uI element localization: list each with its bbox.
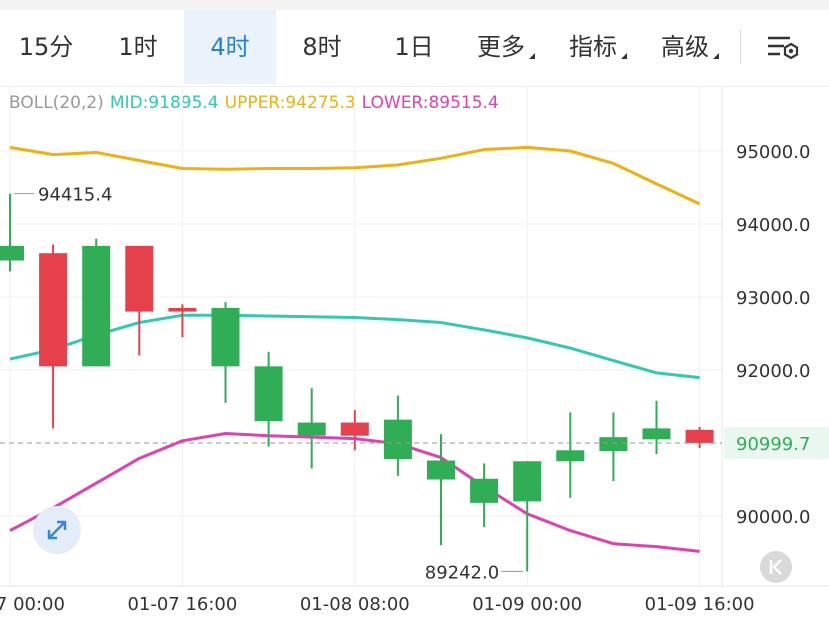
candle-body	[125, 245, 154, 312]
tab-0[interactable]: 15分	[0, 10, 92, 84]
dropdown-caret-icon	[529, 53, 535, 59]
low-annotation-label: 89242.0	[425, 562, 499, 583]
tab-7[interactable]: 高级	[644, 10, 736, 84]
candle-body	[211, 307, 240, 367]
current-price-badge	[724, 427, 829, 460]
toolbar-divider	[740, 30, 741, 64]
tab-label: 8时	[302, 33, 342, 61]
x-tick-label: 01-07 16:00	[127, 594, 237, 615]
candle-body	[599, 437, 628, 452]
tab-label: 更多	[477, 33, 525, 61]
boll-mid-value: MID:91895.4	[109, 93, 219, 113]
candle-body	[39, 253, 68, 367]
candle-body	[254, 366, 283, 422]
x-tick-label: 01-08 08:00	[300, 594, 410, 615]
tab-4[interactable]: 1日	[368, 10, 460, 84]
candle-body	[340, 422, 369, 436]
y-tick-label: 90000.0	[736, 507, 810, 528]
candle-body	[0, 245, 24, 261]
candle-body	[513, 461, 542, 502]
boll-lower-value: LOWER:89515.4	[361, 93, 499, 113]
tab-1[interactable]: 1时	[92, 10, 184, 84]
candle-body	[383, 419, 412, 460]
chart-settings-icon[interactable]	[762, 30, 802, 64]
expand-diagonal-icon[interactable]	[33, 506, 81, 554]
current-price-label: 90999.7	[736, 434, 810, 455]
tab-label: 1时	[118, 33, 158, 61]
tab-label: 高级	[661, 33, 709, 61]
candle-body	[297, 422, 326, 436]
boll-mid-line	[9, 313, 700, 380]
tab-label: 1日	[394, 33, 434, 61]
candle-body	[427, 460, 455, 480]
tab-label: 4时	[210, 33, 250, 61]
x-tick-label: 01-07 00:00	[0, 594, 65, 615]
boll-upper-value: UPPER:94275.3	[224, 93, 356, 113]
status-strip	[0, 0, 829, 10]
tab-label: 指标	[569, 33, 617, 61]
tab-6[interactable]: 指标	[552, 10, 644, 84]
x-tick-label: 01-09 00:00	[472, 594, 582, 615]
tab-label: 15分	[18, 33, 74, 61]
high-annotation-label: 94415.4	[38, 185, 112, 206]
y-tick-label: 95000.0	[736, 142, 810, 163]
y-tick-label: 93000.0	[736, 288, 810, 309]
timeframe-toolbar: 15分 1时 4时 8时 1日 更多 指标 高级	[0, 0, 829, 87]
candle-body	[168, 307, 197, 312]
tab-2[interactable]: 4时	[184, 10, 276, 84]
candle-body	[470, 478, 499, 503]
tab-5[interactable]: 更多	[460, 10, 552, 84]
candle-body	[556, 450, 585, 462]
y-tick-label: 94000.0	[736, 215, 810, 236]
candle-body	[82, 245, 111, 367]
boll-indicator-name: BOLL(20,2)	[9, 93, 104, 113]
collapse-left-icon[interactable]	[760, 551, 792, 583]
x-tick-label: 01-09 16:00	[645, 594, 755, 615]
boll-legend: BOLL(20,2) MID:91895.4 UPPER:94275.3 LOWER:…	[9, 93, 505, 113]
tab-3[interactable]: 8时	[276, 10, 368, 84]
dropdown-caret-icon	[621, 53, 627, 59]
boll-upper-line	[9, 145, 701, 206]
candle-body	[642, 428, 671, 440]
candle-body	[685, 429, 714, 443]
y-tick-label: 92000.0	[736, 361, 810, 382]
candlestick-chart[interactable]: 95000.0 94000.0 93000.0 92000.0 90000.0 01-07…	[0, 86, 829, 620]
dropdown-caret-icon	[713, 53, 719, 59]
